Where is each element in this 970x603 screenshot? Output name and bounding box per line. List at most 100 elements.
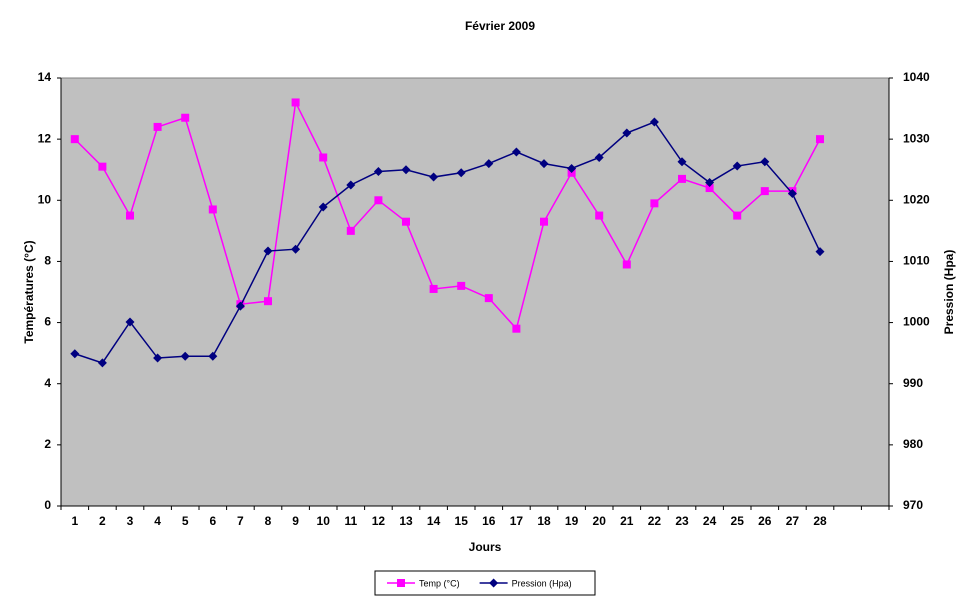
marker [489,578,499,588]
x-tick-label: 2 [99,514,106,528]
legend: Temp (°C) Pression (Hpa) [374,570,596,596]
marker [264,297,272,306]
x-tick-label: 18 [537,514,551,528]
marker [235,301,245,311]
x-tick-label: 23 [675,514,689,528]
series-line [74,121,821,364]
y2-tick-label: 990 [903,376,923,390]
marker [401,165,411,175]
marker [816,135,824,144]
marker [733,211,742,220]
marker [760,187,769,196]
x-tick-label: 17 [510,514,524,528]
marker [263,246,273,256]
x-tick-label: 4 [154,514,161,528]
marker [429,172,439,182]
marker [622,260,631,269]
marker [815,247,825,257]
x-axis-title: Jours [469,540,502,554]
marker [622,128,632,138]
legend-label: Temp (°C) [419,578,460,588]
series-line [74,99,821,331]
marker [208,205,217,214]
y2-axis-title: Pression (Hpa) [942,250,956,335]
marker [484,294,493,303]
marker [291,244,301,254]
marker [429,284,438,293]
chart-title: Février 2009 [465,19,535,33]
y-tick-label: 6 [44,315,51,329]
marker [732,161,742,171]
marker [457,281,466,290]
marker [456,168,466,178]
x-tick-label: 6 [209,514,216,528]
marker [291,98,300,107]
marker [318,202,328,212]
marker [374,196,383,205]
y2-tick-label: 1000 [903,315,930,329]
marker [70,135,79,144]
x-tick-label: 25 [731,514,745,528]
y-tick-label: 2 [44,437,51,451]
x-tick-label: 7 [237,514,244,528]
marker [760,157,770,167]
legend-label: Pression (Hpa) [512,578,572,588]
marker [70,349,80,359]
y2-tick-label: 1010 [903,254,930,268]
y2-tick-label: 970 [903,498,923,512]
x-tick-label: 21 [620,514,634,528]
marker [511,147,521,157]
marker [181,113,190,122]
marker [319,153,328,162]
marker [402,217,410,226]
marker [539,159,549,169]
x-tick-label: 9 [292,514,299,528]
marker [153,353,163,363]
x-tick-label: 20 [593,514,607,528]
x-tick-label: 11 [344,514,357,528]
marker [678,174,686,183]
y-tick-label: 10 [38,192,52,206]
x-tick-label: 24 [703,514,717,528]
y-tick-label: 4 [44,376,51,390]
y2-tick-label: 1030 [903,131,930,145]
x-tick-label: 10 [317,514,331,528]
x-tick-label: 15 [455,514,469,528]
marker [153,122,162,131]
marker [125,317,135,327]
x-tick-label: 14 [427,514,441,528]
x-tick-label: 8 [265,514,272,528]
marker [397,579,405,587]
y2-tick-label: 1040 [903,70,930,84]
marker [126,211,134,220]
y-tick-label: 14 [38,70,52,84]
marker [650,199,659,208]
x-tick-label: 1 [71,514,78,528]
x-tick-label: 26 [758,514,772,528]
x-tick-label: 13 [399,514,413,528]
marker [346,180,356,190]
marker [484,159,494,169]
marker [567,163,577,173]
y2-tick-label: 1020 [903,192,930,206]
x-tick-label: 3 [127,514,134,528]
marker [373,167,383,177]
x-tick-label: 19 [565,514,579,528]
marker [705,184,714,193]
marker [512,324,521,333]
marker [594,152,604,162]
marker [208,351,218,361]
marker [787,189,797,199]
x-tick-label: 22 [648,514,662,528]
y-tick-label: 8 [44,254,51,268]
marker [346,226,355,235]
marker [677,157,687,167]
y-axis-title: Températures (°C) [22,240,36,343]
marker [98,162,107,171]
x-tick-label: 5 [182,514,189,528]
marker [649,117,659,127]
y-tick-label: 0 [44,498,51,512]
marker [595,211,604,220]
x-tick-label: 27 [786,514,800,528]
